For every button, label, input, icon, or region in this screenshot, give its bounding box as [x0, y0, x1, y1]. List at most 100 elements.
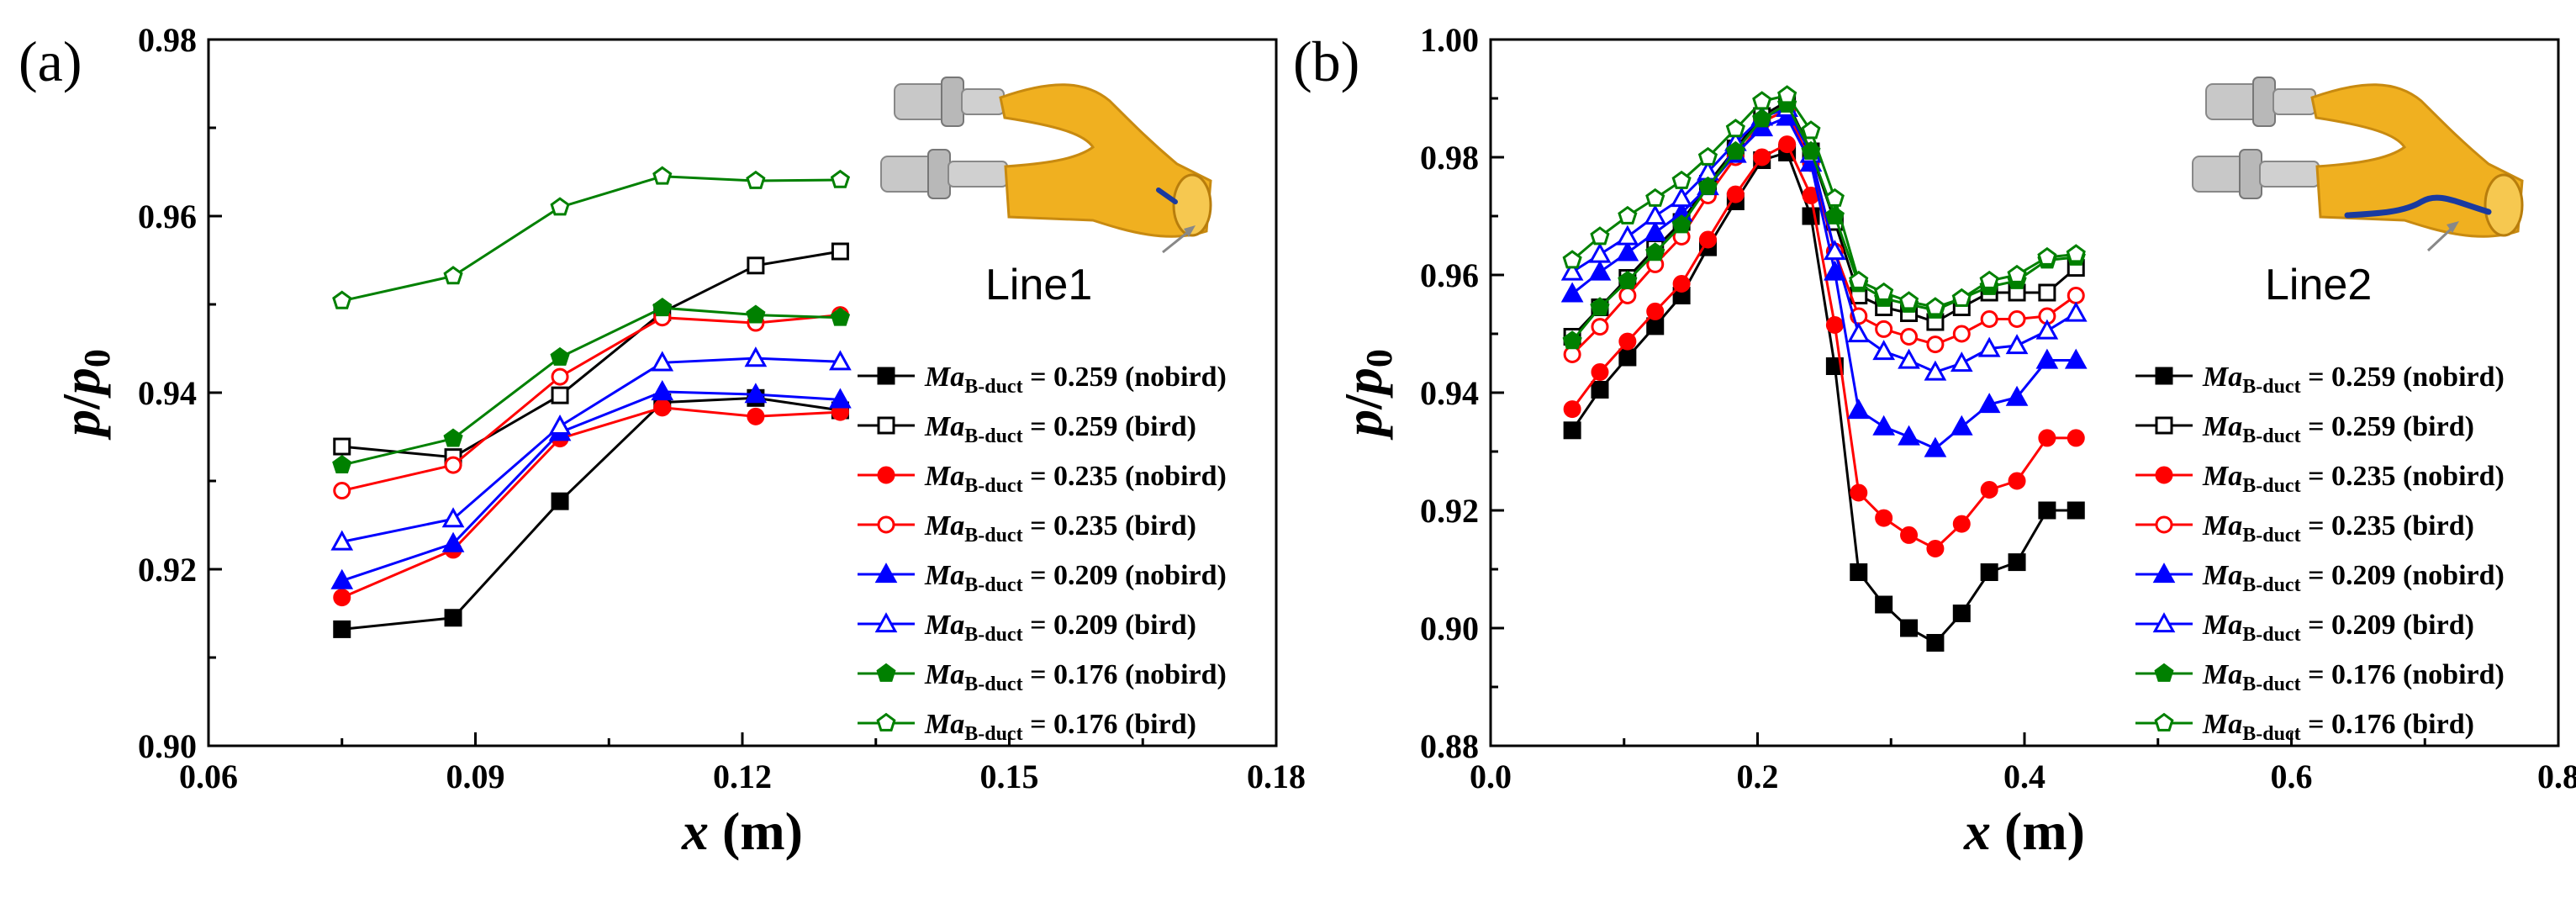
panel-a-legend-label: MaB-duct = 0.209 (bird) [924, 610, 1196, 646]
panel-b-series-0 [1563, 143, 2085, 652]
panel-b-data-point [1924, 360, 1947, 381]
panel-b-legend-label: MaB-duct = 0.235 (nobird) [2202, 461, 2505, 497]
panel-a-legend-entry: MaB-duct = 0.259 (bird) [858, 411, 1196, 447]
panel-b-data-point [1926, 540, 1945, 557]
panel-b-legend: MaB-duct = 0.259 (nobird) MaB-duct = 0.25… [2135, 362, 2505, 745]
panel-b-data-point [1875, 509, 1893, 527]
panel-b-legend-marker [2154, 712, 2174, 732]
panel-b-data-point [1591, 363, 1609, 381]
panel-b-data-point [1590, 226, 1610, 246]
panel-b-data-point [2066, 244, 2086, 263]
panel-a-ylabel: p/p0 [51, 349, 118, 441]
panel-b-data-point [1697, 146, 1718, 166]
panel-b-legend-marker [2152, 563, 2176, 584]
panel-a-series-line [341, 406, 841, 599]
panel-a-data-point [550, 197, 570, 216]
panel-b-data-point [1616, 240, 1639, 261]
panel-b-series-3 [1563, 101, 2085, 363]
panel-b-data-point [1560, 282, 1584, 303]
panel-a-legend-entry: MaB-duct = 0.176 (nobird) [858, 659, 1227, 695]
panel-b-data-point [1898, 425, 1920, 446]
panel-a-series-5 [330, 346, 852, 551]
panel-b-ytick-label: 0.90 [1420, 610, 1479, 647]
panel-b-data-point [2064, 301, 2088, 322]
panel-b-data-point [1563, 400, 1581, 419]
panel-a-data-point [548, 415, 572, 436]
panel-b-legend-label: MaB-duct = 0.209 (nobird) [2202, 560, 2505, 596]
panel-b-data-point [1645, 188, 1665, 207]
panel-b-xtick-label: 0.0 [1470, 758, 1512, 795]
panel-b-data-point [1850, 563, 1868, 581]
panel-a-ytick-label: 0.94 [138, 374, 197, 412]
panel-a-series-1 [333, 242, 849, 467]
panel-b-legend-label: MaB-duct = 0.235 (bird) [2202, 510, 2474, 547]
panel-b-xtick-label: 0.4 [2003, 758, 2045, 795]
panel-b-data-point [1646, 317, 1665, 335]
panel-b-series-7 [1562, 85, 2086, 316]
panel-a-inset: Line1 [880, 77, 1212, 309]
panel-a-label: (a) [18, 29, 82, 93]
panel-b-legend-entry: MaB-duct = 0.209 (bird) [2135, 610, 2474, 646]
panel-b-data-point [1752, 108, 1772, 128]
panel-b-series-5 [1560, 97, 2088, 381]
panel-b-data-point [2008, 310, 2026, 328]
panel-a-series-2 [333, 399, 849, 607]
panel-a-data-point [829, 388, 852, 409]
panel-a-series-6 [332, 298, 851, 473]
panel-b-data-point [2008, 472, 2026, 490]
panel-a-legend-label: MaB-duct = 0.259 (nobird) [924, 362, 1227, 398]
panel-a-data-point [746, 170, 766, 189]
panel-a-data-point [333, 620, 351, 638]
panel-b-data-point [1646, 302, 1665, 320]
panel-b-data-point [1672, 275, 1691, 293]
duct-illustration-icon [880, 77, 1212, 254]
panel-b-data-point [1726, 185, 1745, 203]
panel-b-legend-marker [2155, 416, 2173, 435]
panel-b-data-point [1591, 381, 1609, 399]
panel-b-legend-marker [2155, 367, 2173, 385]
panel-a-data-point [653, 399, 672, 417]
panel-b-legend-marker [2155, 515, 2173, 534]
panel-b-data-point [1875, 320, 1893, 338]
panel-b-legend-entry: MaB-duct = 0.209 (nobird) [2135, 560, 2505, 596]
panel-b-data-point [1849, 270, 1869, 289]
panel-a-data-point [330, 530, 354, 551]
panel-a-legend-label: MaB-duct = 0.235 (bird) [924, 510, 1196, 547]
panel-b-data-point [1952, 605, 1971, 622]
panel-a-ytick-label: 0.90 [138, 727, 197, 765]
panel-a-legend-label: MaB-duct = 0.209 (nobird) [924, 560, 1227, 596]
panel-a-legend-marker [877, 416, 895, 435]
panel-b-legend-entry: MaB-duct = 0.235 (nobird) [2135, 461, 2505, 497]
panel-b-data-point [2067, 287, 2085, 304]
panel-b-data-point [1980, 310, 1998, 328]
panel-a-legend-label: MaB-duct = 0.259 (bird) [924, 411, 1196, 447]
panel-b-data-point [1590, 297, 1610, 316]
panel-a-data-point [441, 531, 465, 552]
panel-a-data-point [744, 383, 768, 404]
panel-b-inset-label: Line2 [2265, 261, 2372, 309]
panel-b-data-point [1875, 595, 1893, 614]
panel-b-data-point [1950, 415, 1973, 436]
panel-a-xtick-label: 0.12 [713, 758, 772, 795]
panel-a-data-point [747, 407, 765, 425]
panel-b-legend-label: MaB-duct = 0.259 (nobird) [2202, 362, 2505, 398]
panel-b-data-point [1825, 316, 1844, 334]
panel-b-data-point [1725, 140, 1745, 160]
panel-b-data-point [1777, 85, 1797, 104]
panel-b-data-point [2038, 501, 2056, 520]
panel-a: (a) 0.06 0.09 0.12 0.15 0.18 0.90 0.92 0.94 0.96… [18, 21, 1306, 861]
panel-a-xtick-label: 0.09 [446, 758, 505, 795]
panel-a-legend-marker [877, 367, 895, 385]
panel-b-data-point [1925, 297, 1945, 316]
panel-b-data-point [1618, 287, 1637, 304]
panel-a-data-point [441, 507, 465, 528]
panel-b-data-point [1645, 242, 1665, 261]
panel-a-plot-frame [207, 38, 1278, 747]
panel-b-data-point [1671, 170, 1692, 189]
panel-b-data-point [1562, 330, 1582, 350]
panel-a-series-line [341, 175, 841, 303]
panel-a-legend: MaB-duct = 0.259 (nobird) MaB-duct = 0.25… [858, 362, 1227, 745]
panel-a-legend-entry: MaB-duct = 0.176 (bird) [858, 709, 1196, 745]
panel-b-data-point [2035, 348, 2059, 369]
panel-b-data-point [1898, 348, 1920, 369]
